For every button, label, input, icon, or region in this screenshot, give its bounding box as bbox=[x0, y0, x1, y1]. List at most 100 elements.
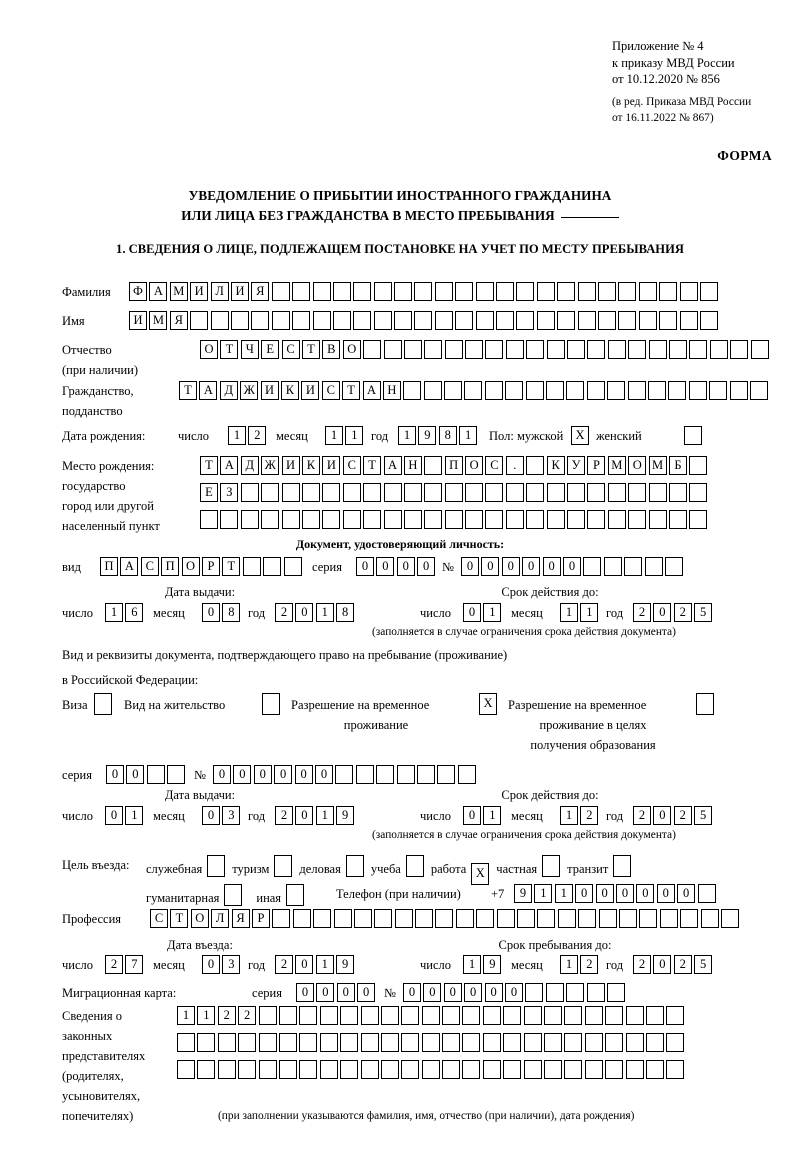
char-cell[interactable]: И bbox=[190, 282, 209, 301]
char-cell[interactable]: 5 bbox=[694, 603, 713, 622]
char-cell[interactable] bbox=[546, 483, 565, 502]
char-cell[interactable] bbox=[546, 510, 565, 529]
char-cell[interactable]: 2 bbox=[633, 955, 651, 974]
char-cell[interactable] bbox=[416, 765, 435, 784]
char-cell[interactable] bbox=[380, 1060, 399, 1079]
char-cell[interactable]: 1 bbox=[560, 806, 578, 825]
char-cell[interactable] bbox=[557, 282, 576, 301]
char-cell[interactable]: Е bbox=[200, 483, 218, 502]
char-cell[interactable] bbox=[485, 483, 504, 502]
char-cell[interactable]: П bbox=[161, 557, 180, 576]
char-cell[interactable] bbox=[700, 909, 719, 928]
char-cell[interactable] bbox=[464, 381, 483, 400]
char-cell[interactable]: 0 bbox=[233, 765, 252, 784]
char-cell[interactable]: Е bbox=[261, 340, 280, 359]
char-cell[interactable] bbox=[146, 765, 165, 784]
char-cell[interactable] bbox=[482, 1060, 501, 1079]
char-cell[interactable] bbox=[485, 510, 504, 529]
char-cell[interactable] bbox=[434, 311, 453, 330]
char-cell[interactable] bbox=[586, 983, 605, 1002]
char-cell[interactable] bbox=[607, 381, 626, 400]
char-cell[interactable]: О bbox=[342, 340, 361, 359]
char-cell[interactable]: Д bbox=[219, 381, 238, 400]
char-cell[interactable] bbox=[292, 909, 311, 928]
char-cell[interactable]: 0 bbox=[294, 765, 313, 784]
char-cell[interactable]: 0 bbox=[484, 983, 503, 1002]
char-cell[interactable] bbox=[442, 1033, 461, 1052]
char-cell[interactable]: А bbox=[149, 282, 168, 301]
char-cell[interactable]: 0 bbox=[357, 983, 376, 1002]
char-cell[interactable] bbox=[577, 282, 596, 301]
char-cell[interactable] bbox=[544, 1006, 563, 1025]
char-cell[interactable] bbox=[421, 1033, 440, 1052]
char-cell[interactable] bbox=[271, 311, 290, 330]
char-cell[interactable] bbox=[335, 765, 354, 784]
char-cell[interactable] bbox=[319, 1033, 338, 1052]
char-cell[interactable] bbox=[322, 483, 341, 502]
char-cell[interactable] bbox=[342, 483, 361, 502]
char-cell[interactable] bbox=[258, 1060, 277, 1079]
char-cell[interactable] bbox=[618, 311, 637, 330]
char-cell[interactable]: Т bbox=[222, 557, 241, 576]
char-cell[interactable] bbox=[383, 483, 402, 502]
char-cell[interactable] bbox=[496, 311, 515, 330]
char-cell[interactable] bbox=[363, 510, 382, 529]
char-cell[interactable] bbox=[373, 282, 392, 301]
char-cell[interactable]: 0 bbox=[443, 983, 462, 1002]
char-cell[interactable] bbox=[689, 456, 708, 475]
char-cell[interactable] bbox=[312, 282, 331, 301]
char-cell[interactable]: 0 bbox=[423, 983, 442, 1002]
char-cell[interactable] bbox=[333, 909, 352, 928]
char-cell[interactable] bbox=[278, 1006, 297, 1025]
char-cell[interactable]: 9 bbox=[483, 955, 502, 974]
char-cell[interactable] bbox=[689, 340, 708, 359]
char-cell[interactable]: Я bbox=[169, 311, 188, 330]
char-cell[interactable] bbox=[586, 381, 605, 400]
char-cell[interactable]: 0 bbox=[376, 557, 395, 576]
char-cell[interactable] bbox=[668, 510, 687, 529]
char-cell[interactable] bbox=[689, 483, 708, 502]
char-cell[interactable]: О bbox=[200, 340, 218, 359]
char-cell[interactable] bbox=[523, 1006, 542, 1025]
char-cell[interactable] bbox=[278, 1033, 297, 1052]
char-cell[interactable]: И bbox=[129, 311, 147, 330]
char-cell[interactable] bbox=[414, 282, 433, 301]
char-cell[interactable]: 0 bbox=[396, 557, 415, 576]
char-cell[interactable] bbox=[353, 909, 372, 928]
char-cell[interactable] bbox=[516, 282, 535, 301]
char-cell[interactable] bbox=[281, 510, 300, 529]
char-cell[interactable] bbox=[505, 483, 524, 502]
char-cell[interactable] bbox=[645, 1060, 664, 1079]
char-cell[interactable] bbox=[503, 1033, 522, 1052]
char-cell[interactable] bbox=[664, 557, 683, 576]
char-cell[interactable]: О bbox=[181, 557, 200, 576]
char-cell[interactable] bbox=[301, 510, 320, 529]
char-cell[interactable] bbox=[424, 483, 443, 502]
char-cell[interactable] bbox=[421, 1006, 440, 1025]
char-cell[interactable]: 0 bbox=[595, 884, 614, 903]
char-cell[interactable] bbox=[394, 282, 413, 301]
char-cell[interactable] bbox=[177, 1060, 195, 1079]
char-cell[interactable]: И bbox=[260, 381, 279, 400]
char-cell[interactable] bbox=[424, 456, 443, 475]
char-cell[interactable]: Т bbox=[179, 381, 197, 400]
char-cell[interactable]: 1 bbox=[177, 1006, 195, 1025]
char-cell[interactable] bbox=[258, 1006, 277, 1025]
char-cell[interactable] bbox=[462, 1006, 481, 1025]
char-cell[interactable] bbox=[414, 311, 433, 330]
char-cell[interactable] bbox=[475, 311, 494, 330]
char-cell[interactable]: 0 bbox=[575, 884, 594, 903]
char-cell[interactable] bbox=[299, 1006, 318, 1025]
char-cell[interactable] bbox=[523, 1060, 542, 1079]
char-cell[interactable] bbox=[679, 311, 698, 330]
char-cell[interactable]: 2 bbox=[248, 426, 267, 445]
char-cell[interactable]: Т bbox=[200, 456, 218, 475]
char-cell[interactable] bbox=[699, 282, 718, 301]
char-cell[interactable]: 0 bbox=[417, 557, 436, 576]
char-cell[interactable]: Л bbox=[210, 282, 229, 301]
char-cell[interactable]: 0 bbox=[461, 557, 479, 576]
